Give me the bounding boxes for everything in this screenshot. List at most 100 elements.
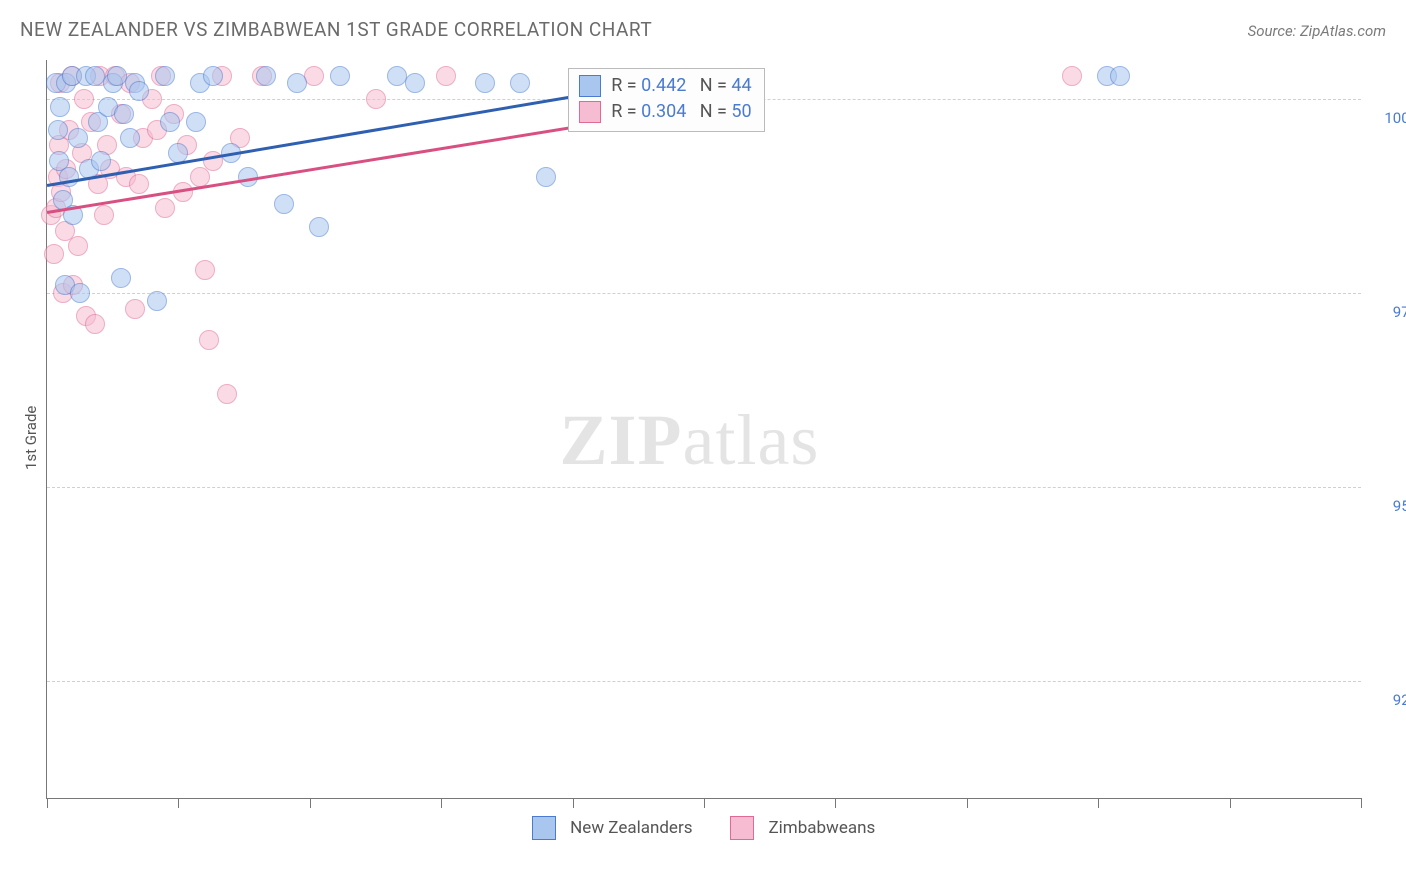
data-point-nz [330, 66, 350, 86]
data-point-zw [199, 330, 219, 350]
grid-line [47, 293, 1361, 294]
data-point-nz [91, 151, 111, 171]
data-point-nz [107, 66, 127, 86]
watermark: ZIPatlas [559, 399, 819, 482]
data-point-nz [203, 66, 223, 86]
data-point-nz [49, 151, 69, 171]
data-point-zw [304, 66, 324, 86]
legend-swatch-nz [532, 816, 556, 840]
data-point-nz [155, 66, 175, 86]
source-label: Source: [1248, 22, 1300, 40]
data-point-nz [475, 73, 495, 93]
data-point-nz [160, 112, 180, 132]
legend-stats-row-zw: R = 0.304 N = 50 [579, 99, 751, 125]
data-point-nz [186, 112, 206, 132]
data-point-zw [76, 306, 96, 326]
x-tick [1230, 798, 1231, 808]
data-point-nz [48, 120, 68, 140]
x-tick [967, 798, 968, 808]
data-point-zw [217, 384, 237, 404]
data-point-zw [94, 205, 114, 225]
x-tick [310, 798, 311, 808]
x-tick [573, 798, 574, 808]
data-point-zw [44, 244, 64, 264]
legend-stats: R = 0.442 N = 44 R = 0.304 N = 50 [568, 68, 764, 132]
data-point-zw [195, 260, 215, 280]
data-point-nz [1097, 66, 1117, 86]
data-point-nz [85, 66, 105, 86]
data-point-nz [68, 128, 88, 148]
data-point-nz [62, 66, 82, 86]
x-tick [1361, 798, 1362, 808]
trend-line-zw [47, 122, 599, 214]
data-point-zw [81, 112, 101, 132]
legend-swatch-zw [730, 816, 754, 840]
data-point-zw [105, 66, 125, 86]
data-point-zw [49, 135, 69, 155]
data-point-nz [387, 66, 407, 86]
data-point-zw [151, 66, 171, 86]
data-point-zw [129, 174, 149, 194]
data-point-nz [190, 73, 210, 93]
data-point-zw [56, 159, 76, 179]
grid-line [47, 487, 1361, 488]
y-tick-label: 92.5% [1373, 691, 1406, 709]
data-point-zw [212, 66, 232, 86]
data-point-nz [114, 104, 134, 124]
data-point-nz [103, 73, 123, 93]
data-point-nz [88, 112, 108, 132]
source-attribution: Source: ZipAtlas.com [1248, 22, 1386, 40]
data-point-zw [68, 236, 88, 256]
data-point-zw [72, 143, 92, 163]
x-tick [1098, 798, 1099, 808]
data-point-nz [125, 73, 145, 93]
legend-swatch-nz [579, 75, 601, 97]
data-point-zw [59, 120, 79, 140]
data-point-zw [97, 135, 117, 155]
data-point-zw [252, 66, 272, 86]
scatter-plot: 92.5%95.0%97.5%100.0%ZIPatlasR = 0.442 N… [46, 60, 1361, 799]
data-point-zw [111, 104, 131, 124]
y-tick-label: 100.0% [1373, 109, 1406, 127]
data-point-nz [256, 66, 276, 86]
data-point-zw [55, 221, 75, 241]
x-tick [441, 798, 442, 808]
data-point-nz [1110, 66, 1130, 86]
y-axis-label: 1st Grade [22, 406, 40, 470]
x-tick [835, 798, 836, 808]
x-tick [47, 798, 48, 808]
data-point-zw [147, 120, 167, 140]
data-point-nz [405, 73, 425, 93]
data-point-zw [50, 73, 70, 93]
legend-stats-row-nz: R = 0.442 N = 44 [579, 73, 751, 99]
grid-line [47, 681, 1361, 682]
legend-stats-text-zw: R = 0.304 N = 50 [611, 101, 751, 122]
data-point-zw [133, 128, 153, 148]
chart-title: NEW ZEALANDER VS ZIMBABWEAN 1ST GRADE CO… [20, 18, 652, 41]
data-point-nz [120, 128, 140, 148]
data-point-nz [510, 73, 530, 93]
trend-line-nz [47, 91, 599, 187]
legend-bottom: New ZealandersZimbabweans [532, 816, 899, 840]
data-point-nz [309, 217, 329, 237]
data-point-zw [90, 66, 110, 86]
data-point-nz [46, 73, 66, 93]
data-point-nz [536, 167, 556, 187]
data-point-zw [436, 66, 456, 86]
legend-swatch-zw [579, 101, 601, 123]
data-point-zw [190, 167, 210, 187]
data-point-zw [155, 198, 175, 218]
data-point-zw [1062, 66, 1082, 86]
data-point-zw [230, 128, 250, 148]
data-point-nz [287, 73, 307, 93]
data-point-zw [62, 66, 82, 86]
data-point-nz [76, 66, 96, 86]
data-point-zw [120, 73, 140, 93]
data-point-nz [274, 194, 294, 214]
x-tick [704, 798, 705, 808]
legend-label-nz: New Zealanders [570, 818, 692, 838]
data-point-nz [56, 73, 76, 93]
legend-stats-text-nz: R = 0.442 N = 44 [611, 75, 751, 96]
source-name: ZipAtlas.com [1300, 22, 1386, 40]
data-point-zw [125, 299, 145, 319]
